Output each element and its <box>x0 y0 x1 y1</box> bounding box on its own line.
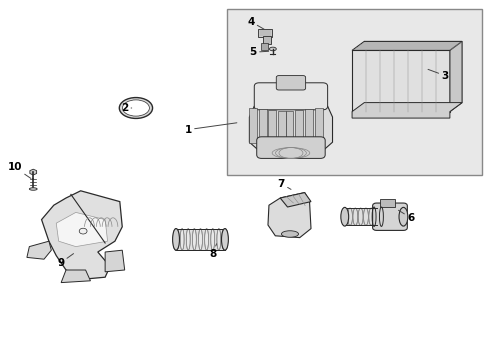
Ellipse shape <box>29 188 37 190</box>
FancyBboxPatch shape <box>285 111 293 137</box>
Text: 8: 8 <box>209 244 216 259</box>
Polygon shape <box>267 193 310 238</box>
FancyBboxPatch shape <box>262 36 270 44</box>
Ellipse shape <box>363 208 367 225</box>
Ellipse shape <box>172 229 179 250</box>
Polygon shape <box>351 41 461 50</box>
Ellipse shape <box>192 229 196 250</box>
Ellipse shape <box>340 207 348 226</box>
Ellipse shape <box>204 229 208 250</box>
Text: 10: 10 <box>7 162 31 179</box>
Polygon shape <box>61 270 90 283</box>
FancyBboxPatch shape <box>305 109 312 141</box>
FancyBboxPatch shape <box>278 111 285 137</box>
Text: 2: 2 <box>121 103 131 113</box>
Ellipse shape <box>217 229 221 250</box>
FancyBboxPatch shape <box>314 108 322 143</box>
FancyBboxPatch shape <box>276 76 305 90</box>
Ellipse shape <box>347 208 352 225</box>
Ellipse shape <box>173 229 179 250</box>
Polygon shape <box>41 191 122 279</box>
Ellipse shape <box>368 208 373 225</box>
Polygon shape <box>280 193 310 207</box>
FancyBboxPatch shape <box>372 203 407 230</box>
Polygon shape <box>105 250 124 272</box>
Text: 7: 7 <box>277 179 290 189</box>
Ellipse shape <box>281 231 298 237</box>
Ellipse shape <box>174 229 178 250</box>
Text: 6: 6 <box>398 210 413 223</box>
Ellipse shape <box>186 229 190 250</box>
Polygon shape <box>449 41 461 112</box>
Polygon shape <box>56 212 107 247</box>
FancyBboxPatch shape <box>256 137 325 158</box>
FancyBboxPatch shape <box>344 208 376 225</box>
FancyBboxPatch shape <box>258 109 266 141</box>
Ellipse shape <box>122 100 149 116</box>
FancyBboxPatch shape <box>295 110 303 139</box>
Ellipse shape <box>342 208 346 225</box>
Ellipse shape <box>223 229 226 250</box>
Text: 1: 1 <box>184 123 236 135</box>
FancyBboxPatch shape <box>176 229 224 250</box>
Polygon shape <box>351 103 461 118</box>
FancyBboxPatch shape <box>254 83 327 110</box>
Ellipse shape <box>198 229 202 250</box>
Text: 5: 5 <box>249 47 268 57</box>
FancyBboxPatch shape <box>227 9 481 175</box>
FancyBboxPatch shape <box>258 29 272 37</box>
Polygon shape <box>27 241 51 259</box>
Text: 4: 4 <box>246 17 264 29</box>
Ellipse shape <box>180 229 183 250</box>
FancyBboxPatch shape <box>248 108 256 143</box>
Ellipse shape <box>357 208 362 225</box>
Ellipse shape <box>210 229 214 250</box>
Ellipse shape <box>373 208 378 225</box>
Ellipse shape <box>222 229 227 250</box>
FancyBboxPatch shape <box>261 43 267 50</box>
FancyBboxPatch shape <box>380 199 394 207</box>
Ellipse shape <box>79 228 87 234</box>
Ellipse shape <box>352 208 357 225</box>
Ellipse shape <box>398 207 407 226</box>
Ellipse shape <box>119 98 152 118</box>
FancyBboxPatch shape <box>268 110 276 139</box>
Polygon shape <box>351 50 449 112</box>
Text: 9: 9 <box>57 253 73 268</box>
Text: 3: 3 <box>427 69 447 81</box>
Ellipse shape <box>221 229 228 250</box>
Polygon shape <box>249 106 332 153</box>
Polygon shape <box>30 169 37 175</box>
Ellipse shape <box>269 47 276 51</box>
